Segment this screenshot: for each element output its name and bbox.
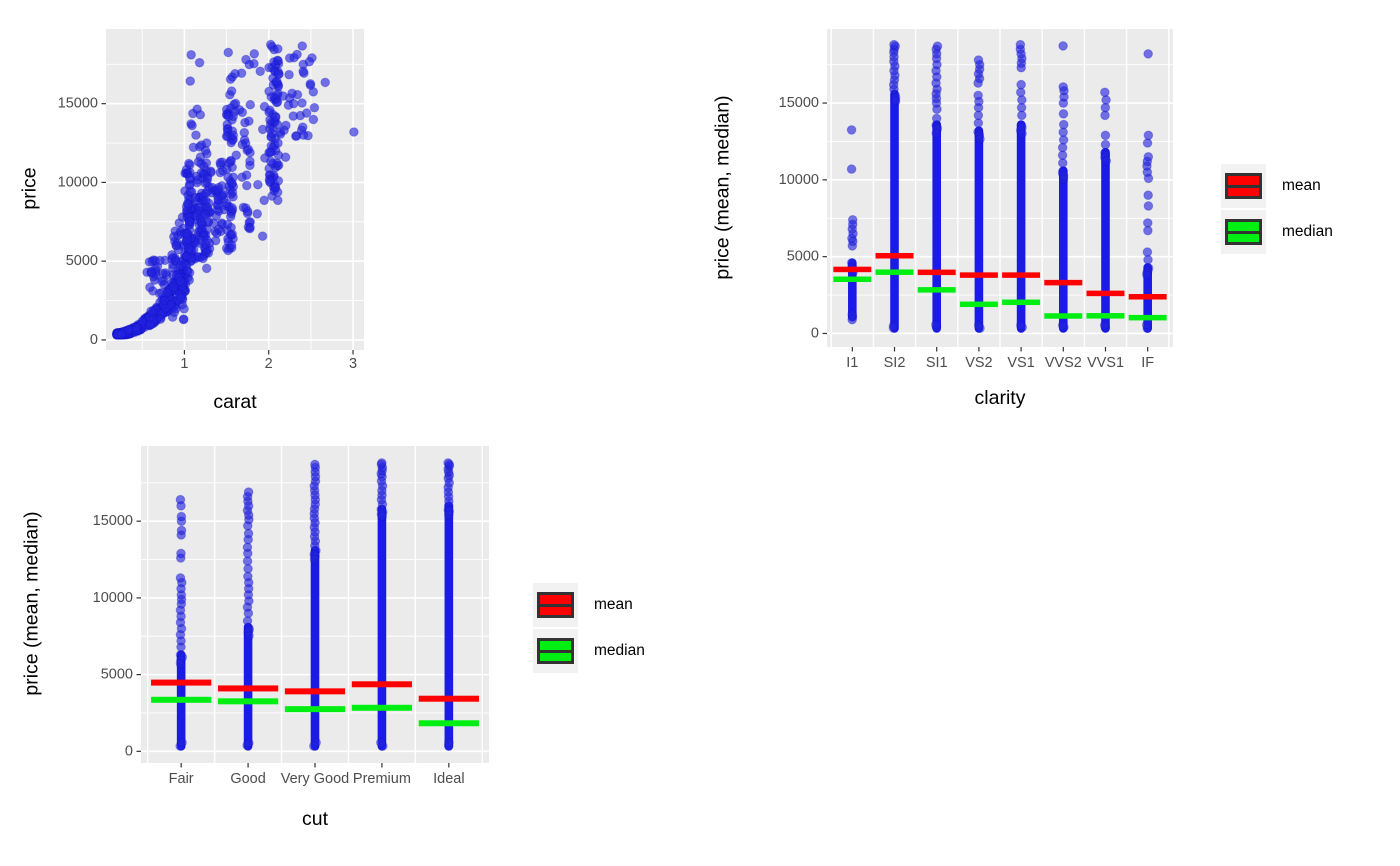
scatter-y-axis-title: price [18, 167, 41, 210]
mean-crossbar [1002, 272, 1041, 278]
mean-crossbar [1044, 279, 1083, 286]
clarity-legend: mean median [1221, 164, 1333, 254]
axis-ticks [822, 102, 1149, 352]
y-tick-label: 5000 [101, 667, 133, 683]
mean-crossbar-icon [1225, 173, 1262, 199]
y-tick-label: 0 [811, 325, 819, 341]
axis-tick-labels: 0 5000 10000 15000 Fair Good Very Good Premium I… [93, 513, 465, 787]
y-tick-label: 15000 [93, 513, 133, 529]
mean-crossbar [917, 269, 956, 276]
mean-crossbar [351, 681, 413, 688]
mean-crossbar [418, 695, 479, 702]
crossbars [151, 679, 479, 727]
x-tick-label: VVS1 [1087, 355, 1124, 371]
y-tick-label: 15000 [779, 95, 819, 111]
crossbar-midline-icon [540, 649, 571, 653]
legend-item-mean: mean [533, 583, 645, 627]
axis-ticks [136, 520, 450, 768]
x-tick-label: SI1 [926, 355, 948, 371]
mean-crossbar [833, 266, 872, 273]
mean-crossbar [217, 685, 279, 692]
clarity-y-axis-title: price (mean, median) [711, 95, 734, 280]
x-tick-label: VS2 [965, 355, 992, 371]
x-tick-label: 1 [180, 356, 188, 372]
median-crossbar [1002, 299, 1041, 306]
mean-crossbar [875, 252, 914, 259]
legend-label-median: median [1282, 223, 1333, 240]
median-crossbar-icon [537, 638, 574, 664]
crossbar-midline-icon [1228, 230, 1259, 234]
strip-cut-price: 0 5000 10000 15000 Fair Good Very Good Premium I… [93, 446, 489, 787]
x-tick-label: 2 [265, 356, 273, 372]
median-crossbar [351, 704, 413, 711]
median-crossbar [284, 706, 346, 713]
y-tick-label: 10000 [93, 590, 133, 606]
y-tick-label: 15000 [58, 96, 98, 112]
y-tick-label: 10000 [779, 172, 819, 188]
gridlines [827, 29, 1173, 347]
legend-label-mean: mean [1282, 177, 1321, 194]
x-tick-label: Premium [353, 771, 411, 787]
median-crossbar [917, 287, 956, 293]
x-tick-label: 3 [349, 356, 357, 372]
x-tick-label: SI2 [884, 355, 906, 371]
x-tick-label: VVS2 [1045, 355, 1082, 371]
x-tick-label: I1 [846, 355, 858, 371]
y-tick-label: 5000 [787, 249, 819, 265]
x-tick-label: VS1 [1007, 355, 1034, 371]
median-crossbar [217, 698, 279, 705]
legend-key-bg [1221, 164, 1266, 208]
median-crossbar [875, 269, 914, 275]
clarity-x-axis-title: clarity [974, 387, 1026, 409]
crossbar-midline-icon [1228, 184, 1259, 188]
legend-key-bg [533, 629, 578, 673]
mean-crossbar [151, 679, 212, 686]
legend-label-mean: mean [594, 596, 633, 613]
axis-ticks [101, 103, 354, 355]
median-crossbar [151, 696, 212, 703]
median-crossbar [1044, 313, 1083, 319]
legend-item-mean: mean [1221, 164, 1333, 208]
axis-tick-labels: 0 5000 10000 15000 1 2 3 [58, 96, 357, 372]
x-tick-label: Very Good [281, 771, 350, 787]
mean-crossbar-icon [537, 592, 574, 618]
mean-crossbar [959, 272, 998, 278]
median-crossbar [833, 276, 872, 283]
data-points [112, 39, 359, 340]
median-crossbar-icon [1225, 219, 1262, 245]
median-crossbar [418, 720, 479, 727]
median-crossbar [1128, 314, 1167, 321]
mean-crossbar [1086, 290, 1125, 297]
x-tick-label: Ideal [433, 771, 464, 787]
mean-crossbar [284, 688, 346, 695]
x-tick-label: Fair [169, 771, 194, 787]
x-tick-label: Good [230, 771, 265, 787]
crossbar-midline-icon [540, 603, 571, 607]
crossbars [833, 252, 1167, 321]
y-tick-label: 10000 [58, 174, 98, 190]
y-tick-label: 0 [125, 743, 133, 759]
mean-crossbar [1128, 294, 1167, 300]
cut-legend: mean median [533, 583, 645, 673]
legend-item-median: median [533, 629, 645, 673]
strip-clarity-price: 0 5000 10000 15000 I1 SI2 SI1 VS2 VS1 VVS2 VVS1 IF [779, 29, 1173, 371]
median-crossbar [959, 301, 998, 308]
cut-y-axis-title: price (mean, median) [20, 511, 43, 696]
legend-label-median: median [594, 642, 645, 659]
legend-key-bg [1221, 210, 1266, 254]
scatter-carat-price: 0 5000 10000 15000 1 2 3 [58, 29, 364, 372]
y-tick-label: 0 [90, 332, 98, 348]
x-tick-label: IF [1141, 355, 1154, 371]
y-tick-label: 5000 [66, 253, 98, 269]
legend-key-bg [533, 583, 578, 627]
axis-tick-labels: 0 5000 10000 15000 I1 SI2 SI1 VS2 VS1 VVS2 VVS1 IF [779, 95, 1155, 371]
scatter-x-axis-title: carat [213, 391, 257, 413]
cut-x-axis-title: cut [301, 808, 328, 830]
legend-item-median: median [1221, 210, 1333, 254]
median-crossbar [1086, 313, 1125, 319]
